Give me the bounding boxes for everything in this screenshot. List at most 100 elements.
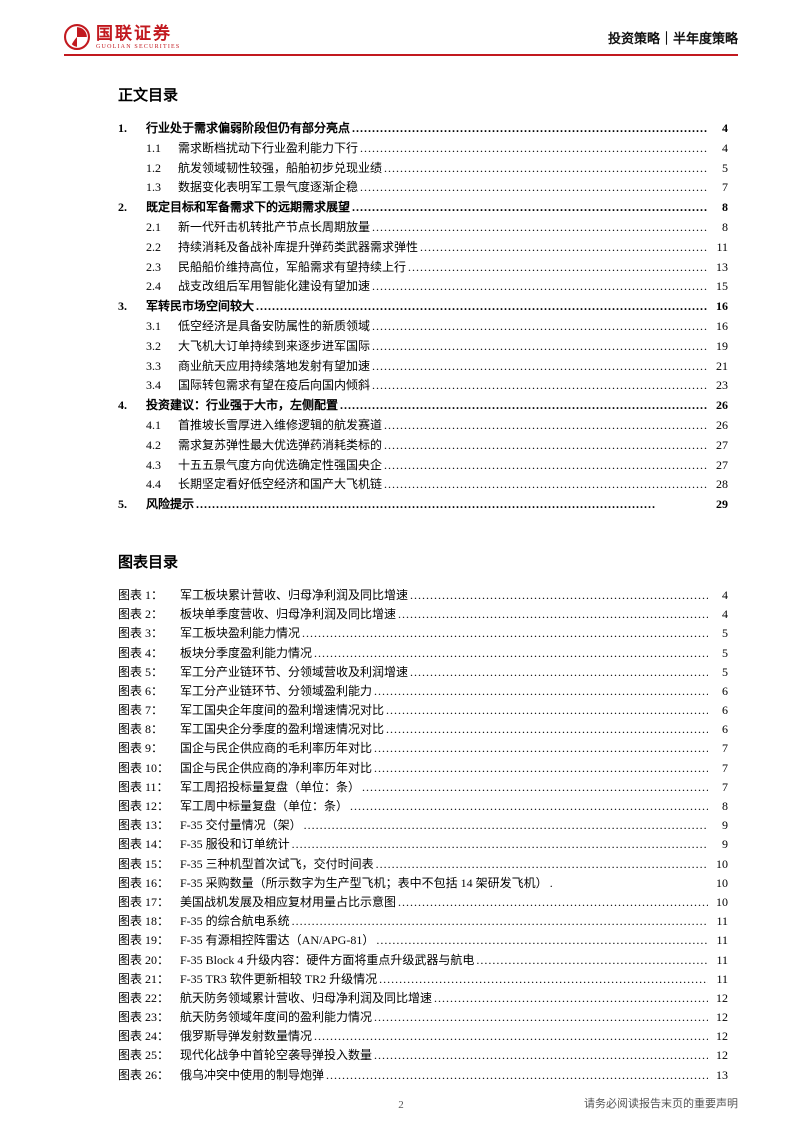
toc-entry-label: 数据变化表明军工景气度逐渐企稳	[178, 178, 358, 198]
toc-entry: 2.2持续消耗及备战补库提升弹药类武器需求弹性11	[118, 238, 728, 258]
toc-entry-number: 4.1	[146, 416, 178, 436]
toc-entry-label: 持续消耗及备战补库提升弹药类武器需求弹性	[178, 238, 418, 258]
toc-entry-label: 需求复苏弹性最大优选弹药消耗类标的	[178, 436, 382, 456]
toc-leader-dots	[352, 198, 708, 218]
toc-entry-page: 21	[710, 357, 728, 377]
figure-leader-dots	[374, 1046, 708, 1065]
figures-list: 图表 1：军工板块累计营收、归母净利润及同比增速4图表 2：板块单季度营收、归母…	[118, 586, 728, 1085]
figure-leader-dots	[314, 644, 708, 663]
figure-entry-page: 10	[710, 893, 728, 912]
toc-entry-page: 8	[710, 218, 728, 238]
toc-leader-dots	[372, 376, 708, 396]
figure-entry-number: 图表 13：	[118, 816, 180, 835]
figure-entry: 图表 10：国企与民企供应商的净利率历年对比7	[118, 759, 728, 778]
figure-entry-label: F-35 三种机型首次试飞，交付时间表	[180, 855, 374, 874]
figure-leader-dots	[314, 1027, 708, 1046]
toc-entry: 4.4长期坚定看好低空经济和国产大飞机链28	[118, 475, 728, 495]
figure-entry-page: 10	[710, 855, 728, 874]
toc-title: 正文目录	[118, 84, 728, 105]
figure-entry-page: 13	[710, 1066, 728, 1085]
figure-entry-label: 军工分产业链环节、分领域盈利能力	[180, 682, 372, 701]
toc-entry-number: 4.2	[146, 436, 178, 456]
figure-entry-number: 图表 5：	[118, 663, 180, 682]
figure-entry: 图表 22：航天防务领域累计营收、归母净利润及同比增速12	[118, 989, 728, 1008]
figure-entry-page: 5	[710, 644, 728, 663]
figure-entry: 图表 16：F-35 采购数量（所示数字为生产型飞机；表中不包括 14 架研发飞…	[118, 874, 728, 893]
toc-entry-page: 16	[710, 297, 728, 317]
toc-entry-number: 5.	[118, 495, 146, 515]
figure-leader-dots	[326, 1066, 708, 1085]
figure-entry: 图表 11：军工周招投标量复盘（单位：条）7	[118, 778, 728, 797]
figure-leader-dots	[292, 835, 708, 854]
figure-entry-page: 11	[710, 931, 728, 950]
figure-entry: 图表 4：板块分季度盈利能力情况 5	[118, 644, 728, 663]
toc-entry-page: 23	[710, 376, 728, 396]
toc-entry-page: 7	[710, 178, 728, 198]
figure-entry-page: 9	[710, 835, 728, 854]
figure-entry-number: 图表 3：	[118, 624, 180, 643]
figure-entry-page: 12	[710, 1008, 728, 1027]
figure-entry-page: 9	[710, 816, 728, 835]
toc-entry: 3.军转民市场空间较大16	[118, 297, 728, 317]
toc-entry-number: 1.1	[146, 139, 178, 159]
figure-leader-dots	[374, 759, 708, 778]
figure-entry-label: 军工周招投标量复盘（单位：条）	[180, 778, 360, 797]
figure-entry-number: 图表 1：	[118, 586, 180, 605]
figure-entry-label: 航天防务领域累计营收、归母净利润及同比增速	[180, 989, 432, 1008]
figure-entry-page: 6	[710, 720, 728, 739]
figure-entry-number: 图表 15：	[118, 855, 180, 874]
figure-entry-label: 军工板块累计营收、归母净利润及同比增速	[180, 586, 408, 605]
figure-entry-number: 图表 20：	[118, 951, 180, 970]
figure-entry-page: 6	[710, 701, 728, 720]
figure-entry-number: 图表 17：	[118, 893, 180, 912]
figures-section: 图表目录 图表 1：军工板块累计营收、归母净利润及同比增速4图表 2：板块单季度…	[118, 551, 728, 1085]
figure-entry-label: 板块分季度盈利能力情况	[180, 644, 312, 663]
figure-entry-page: 12	[710, 989, 728, 1008]
toc-leader-dots	[384, 416, 708, 436]
figure-entry: 图表 12：军工周中标量复盘（单位：条）8	[118, 797, 728, 816]
figure-entry-page: 11	[710, 951, 728, 970]
figure-entry: 图表 23：航天防务领域年度间的盈利能力情况12	[118, 1008, 728, 1027]
toc-entry-number: 4.4	[146, 475, 178, 495]
figure-entry-number: 图表 23：	[118, 1008, 180, 1027]
figure-entry-number: 图表 26：	[118, 1066, 180, 1085]
figure-entry-label: 国企与民企供应商的净利率历年对比	[180, 759, 372, 778]
toc-entry-number: 1.	[118, 119, 146, 139]
figure-entry: 图表 17：美国战机发展及相应复材用量占比示意图10	[118, 893, 728, 912]
toc-entry: 5.风险提示29	[118, 495, 728, 515]
toc-entry-number: 4.	[118, 396, 146, 416]
figure-leader-dots	[386, 720, 708, 739]
figure-entry-page: 12	[710, 1027, 728, 1046]
figure-leader-dots	[374, 1008, 708, 1027]
figure-entry: 图表 5：军工分产业链环节、分领域营收及利润增速5	[118, 663, 728, 682]
toc-entry-number: 1.2	[146, 159, 178, 179]
toc-entry-page: 26	[710, 416, 728, 436]
figure-entry-page: 4	[710, 605, 728, 624]
toc-leader-dots	[372, 277, 708, 297]
figure-entry-label: 俄罗斯导弹发射数量情况	[180, 1027, 312, 1046]
toc-entry-label: 民船船价维持高位，军船需求有望持续上行	[178, 258, 406, 278]
toc-entry-label: 低空经济是具备安防属性的新质领域	[178, 317, 370, 337]
figure-entry: 图表 26：俄乌冲突中使用的制导炮弹13	[118, 1066, 728, 1085]
figure-entry: 图表 19：F-35 有源相控阵雷达（AN/APG-81）11	[118, 931, 728, 950]
toc-entry: 2.3民船船价维持高位，军船需求有望持续上行13	[118, 258, 728, 278]
toc-leader-dots	[420, 238, 708, 258]
figure-entry-label: F-35 有源相控阵雷达（AN/APG-81）	[180, 931, 374, 950]
toc-entry-page: 27	[710, 456, 728, 476]
toc-entry-number: 2.4	[146, 277, 178, 297]
figure-entry-label: 军工国央企年度间的盈利增速情况对比	[180, 701, 384, 720]
figure-entry-label: F-35 服役和订单统计	[180, 835, 290, 854]
figure-entry-number: 图表 12：	[118, 797, 180, 816]
content-body: 正文目录 1.行业处于需求偏弱阶段但仍有部分亮点41.1需求断档扰动下行业盈利能…	[64, 84, 738, 1085]
figure-entry-label: 板块单季度营收、归母净利润及同比增速	[180, 605, 396, 624]
toc-entry-page: 27	[710, 436, 728, 456]
figure-entry-label: F-35 采购数量（所示数字为生产型飞机；表中不包括 14 架研发飞机）	[180, 874, 548, 893]
toc-leader-dots	[384, 436, 708, 456]
toc-entry: 3.3商业航天应用持续落地发射有望加速21	[118, 357, 728, 377]
figure-entry: 图表 8：军工国央企分季度的盈利增速情况对比6	[118, 720, 728, 739]
figure-entry-number: 图表 4：	[118, 644, 180, 663]
figure-entry-page: 7	[710, 739, 728, 758]
toc-leader-dots	[372, 317, 708, 337]
figure-entry-number: 图表 18：	[118, 912, 180, 931]
toc-entry: 3.4国际转包需求有望在疫后向国内倾斜23	[118, 376, 728, 396]
